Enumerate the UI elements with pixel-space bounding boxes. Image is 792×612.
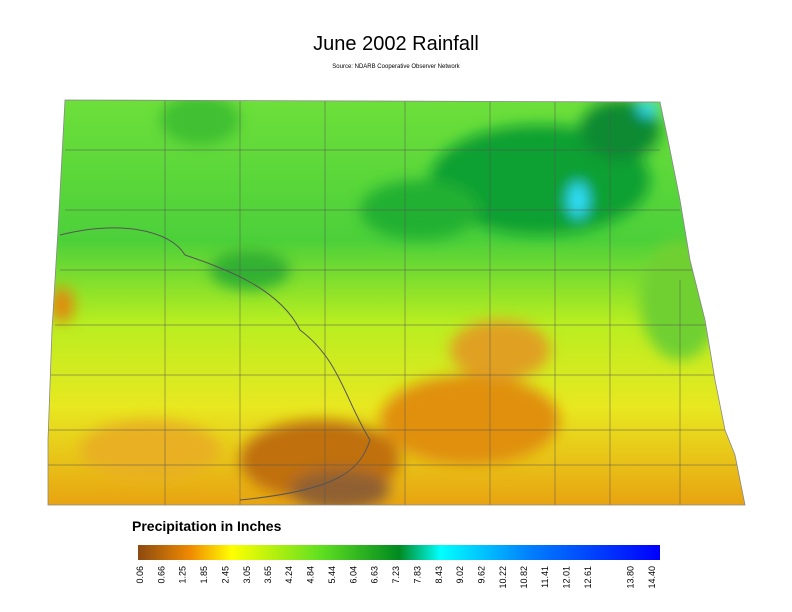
- title: June 2002 Rainfall: [313, 33, 479, 55]
- legend-tick-label: 12.01: [562, 566, 572, 589]
- legend-tick-label: 0.66: [156, 566, 166, 584]
- legend-tick-label: 14.40: [647, 566, 657, 589]
- legend-tick-label: 4.84: [306, 566, 316, 584]
- legend-tick-label: 6.04: [349, 566, 359, 584]
- legend-tick-label: 0.06: [135, 566, 145, 584]
- rainfall-map: [48, 100, 745, 505]
- legend-tick-label: 4.24: [284, 566, 294, 584]
- legend-tick-label: 3.65: [263, 566, 273, 584]
- legend-tick-label: 10.82: [519, 566, 529, 589]
- legend-tick-label: 8.43: [434, 566, 444, 584]
- legend-tick-label: 2.45: [220, 566, 230, 584]
- legend-tick-label: 10.22: [498, 566, 508, 589]
- legend-tick-label: 1.85: [199, 566, 209, 584]
- legend-title: Precipitation in Inches: [132, 518, 282, 534]
- legend-tick-label: 13.80: [626, 566, 636, 589]
- legend-tick-label: 6.63: [370, 566, 380, 584]
- color-bar: [138, 545, 660, 560]
- legend-tick-label: 5.44: [327, 566, 337, 584]
- legend-ticks: 0.06 0.66 1.25 1.85 2.45 3.05 3.65 4.24 4.84 5.44…: [135, 566, 657, 589]
- legend-tick-label: 7.23: [391, 566, 401, 584]
- legend-tick-label: 1.25: [177, 566, 187, 584]
- state-outline: [47, 99, 746, 506]
- legend-tick-label: 3.05: [242, 566, 252, 584]
- legend-tick-label: 9.02: [455, 566, 465, 584]
- source: Source: NDARB Cooperative Observer Netwo…: [332, 64, 460, 70]
- legend-tick-label: 12.61: [583, 566, 593, 589]
- legend-tick-label: 7.83: [412, 566, 422, 584]
- legend-tick-label: 9.62: [476, 566, 486, 584]
- county-lines: [48, 100, 740, 505]
- legend-tick-label: 11.41: [540, 566, 550, 588]
